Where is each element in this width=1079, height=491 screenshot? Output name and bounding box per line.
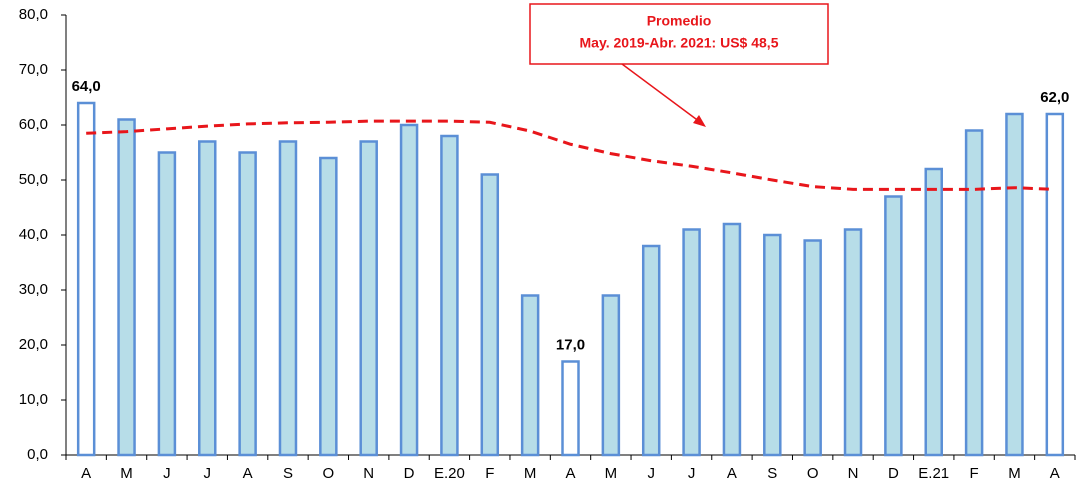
x-tick-label: F — [970, 465, 979, 482]
bar — [1045, 112, 1065, 457]
y-tick-label: 10,0 — [19, 391, 48, 408]
y-tick-label: 50,0 — [19, 171, 48, 188]
bar — [641, 244, 661, 457]
x-tick-label: A — [727, 465, 737, 482]
data-label: 64,0 — [72, 78, 101, 95]
data-label: 62,0 — [1040, 89, 1069, 106]
x-tick-label: M — [120, 465, 133, 482]
bar — [964, 129, 984, 457]
y-tick-label: 20,0 — [19, 336, 48, 353]
annotation-box — [529, 3, 829, 65]
bar — [359, 140, 378, 457]
annotation-text: Promedio — [647, 13, 712, 29]
x-tick-label: A — [565, 465, 575, 482]
bar — [440, 134, 459, 457]
x-tick-label: A — [1050, 465, 1060, 482]
bar — [198, 140, 217, 457]
bar — [601, 294, 621, 457]
bar — [117, 118, 136, 457]
y-tick-label: 40,0 — [19, 226, 48, 243]
x-tick-label: S — [767, 465, 777, 482]
x-tick-label: O — [323, 465, 335, 482]
bar — [884, 195, 903, 457]
x-tick-label: E.21 — [918, 465, 949, 482]
x-tick-label: S — [283, 465, 293, 482]
average-line — [86, 119, 1055, 191]
bar — [924, 167, 943, 457]
bar — [763, 233, 782, 457]
x-tick-label: A — [81, 465, 91, 482]
annotation-text: May. 2019-Abr. 2021: US$ 48,5 — [580, 35, 779, 51]
bar — [520, 294, 540, 457]
x-tick-label: J — [163, 465, 171, 482]
bar — [722, 222, 742, 457]
data-label: 17,0 — [556, 336, 585, 353]
y-tick-label: 0,0 — [27, 446, 48, 463]
x-tick-label: J — [688, 465, 696, 482]
bar — [157, 151, 177, 457]
x-tick-label: F — [485, 465, 494, 482]
bar — [682, 228, 701, 457]
bar — [278, 140, 298, 457]
x-tick-label: D — [404, 465, 415, 482]
x-tick-label: N — [363, 465, 374, 482]
y-tick-label: 30,0 — [19, 281, 48, 298]
x-tick-label: M — [524, 465, 537, 482]
arrow-head — [693, 115, 706, 127]
y-tick-label: 80,0 — [19, 6, 48, 23]
x-tick-label: O — [807, 465, 819, 482]
bar — [843, 228, 863, 457]
bar — [319, 156, 338, 457]
x-tick-label: J — [204, 465, 212, 482]
x-tick-label: M — [605, 465, 618, 482]
x-tick-label: A — [243, 465, 253, 482]
bar — [480, 173, 500, 457]
bar — [1005, 112, 1024, 457]
y-tick-label: 70,0 — [19, 61, 48, 78]
x-tick-label: J — [647, 465, 655, 482]
bar — [238, 151, 257, 457]
bar — [76, 101, 96, 457]
bar — [399, 123, 419, 457]
annotation-arrow — [621, 63, 701, 123]
bar — [803, 239, 822, 457]
bar — [561, 360, 580, 457]
x-tick-label: M — [1008, 465, 1021, 482]
x-tick-label: D — [888, 465, 899, 482]
y-tick-label: 60,0 — [19, 116, 48, 133]
x-tick-label: E.20 — [434, 465, 465, 482]
x-tick-label: N — [848, 465, 859, 482]
